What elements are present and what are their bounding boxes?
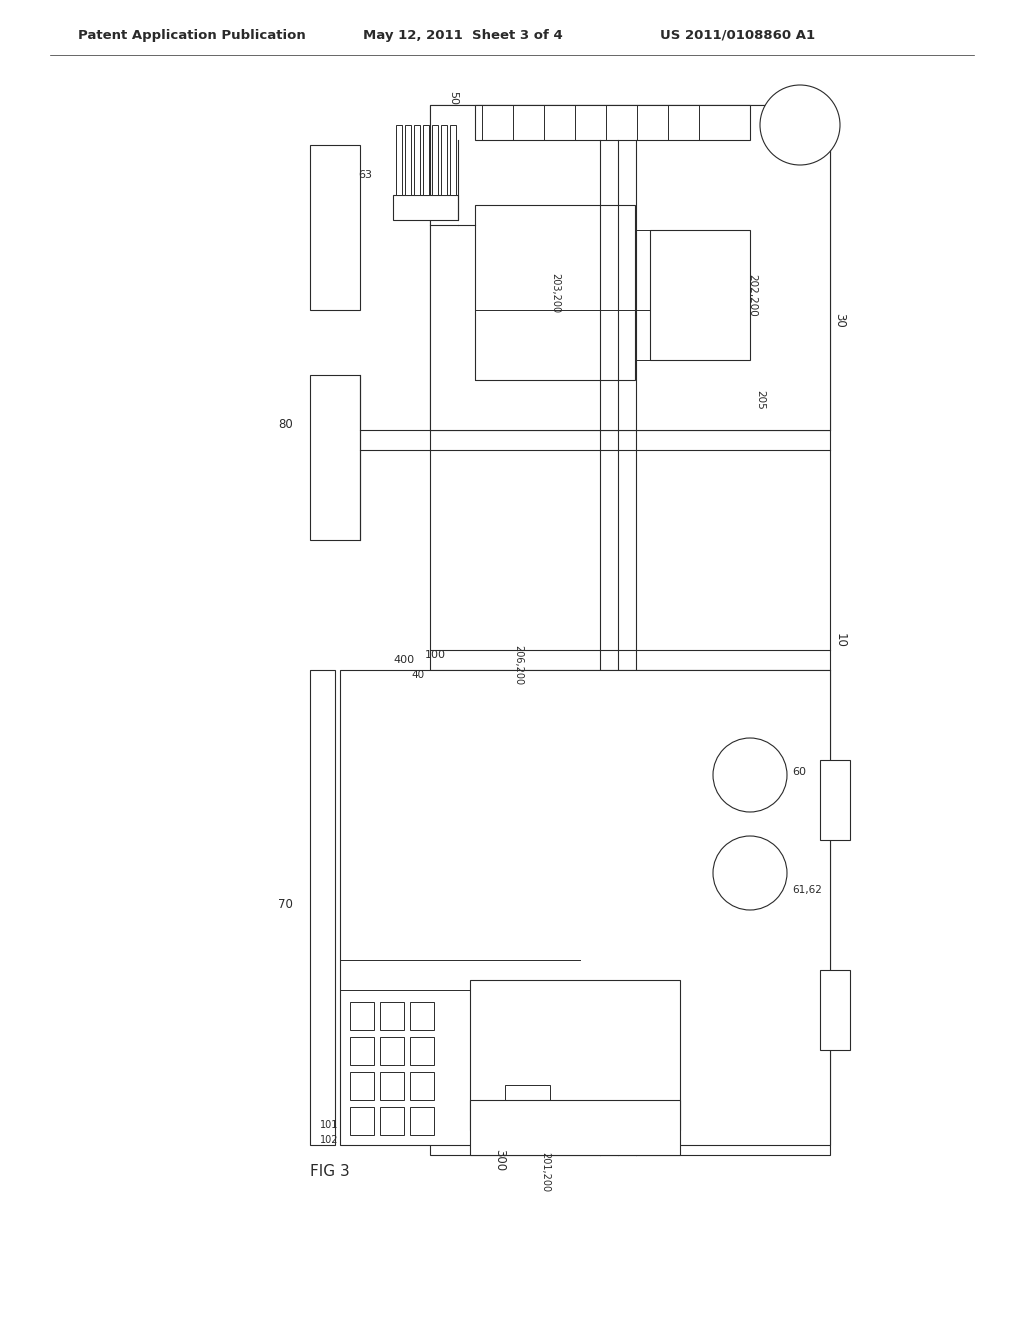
- Text: 100: 100: [425, 649, 445, 660]
- Bar: [414, 125, 420, 195]
- Circle shape: [713, 738, 787, 812]
- Bar: [380, 1072, 404, 1100]
- Text: Patent Application Publication: Patent Application Publication: [78, 29, 306, 41]
- Circle shape: [760, 84, 840, 165]
- Text: 101: 101: [319, 1119, 338, 1130]
- Text: 102: 102: [319, 1135, 338, 1144]
- Text: 30: 30: [834, 313, 847, 327]
- Bar: [430, 106, 830, 1155]
- Bar: [475, 106, 750, 140]
- Text: 50: 50: [449, 91, 458, 106]
- Text: 205: 205: [755, 391, 765, 411]
- Bar: [350, 1072, 374, 1100]
- Text: 201,200: 201,200: [540, 1152, 550, 1192]
- Bar: [820, 760, 850, 840]
- Text: 206,200: 206,200: [513, 645, 523, 685]
- Text: 61,62: 61,62: [792, 884, 822, 895]
- Bar: [350, 1107, 374, 1135]
- Bar: [393, 195, 458, 220]
- Bar: [310, 671, 335, 1144]
- Text: 203,200: 203,200: [550, 273, 560, 313]
- Text: US 2011/0108860 A1: US 2011/0108860 A1: [660, 29, 815, 41]
- Bar: [410, 1107, 434, 1135]
- Bar: [450, 125, 456, 195]
- Text: 202,200: 202,200: [746, 273, 757, 317]
- Bar: [470, 1100, 680, 1155]
- Bar: [432, 125, 438, 195]
- Bar: [470, 979, 680, 1130]
- Bar: [380, 1107, 404, 1135]
- Bar: [650, 230, 750, 360]
- Text: 70: 70: [279, 899, 293, 912]
- Bar: [406, 125, 411, 195]
- Bar: [380, 1038, 404, 1065]
- Text: 10: 10: [834, 632, 847, 647]
- Circle shape: [713, 836, 787, 909]
- Bar: [410, 1038, 434, 1065]
- Bar: [350, 1002, 374, 1030]
- Bar: [475, 205, 635, 380]
- Bar: [410, 1072, 434, 1100]
- Bar: [410, 1002, 434, 1030]
- Bar: [441, 125, 447, 195]
- Bar: [380, 1002, 404, 1030]
- Bar: [396, 125, 402, 195]
- Bar: [340, 671, 830, 1144]
- Bar: [423, 125, 429, 195]
- Text: FIG 3: FIG 3: [310, 1164, 350, 1180]
- Text: 400: 400: [394, 655, 415, 665]
- Bar: [350, 1038, 374, 1065]
- Bar: [430, 106, 830, 430]
- Bar: [310, 375, 360, 540]
- Bar: [310, 145, 360, 310]
- Text: 300: 300: [494, 1148, 507, 1171]
- Text: 60: 60: [792, 767, 806, 777]
- Text: 63: 63: [358, 170, 372, 180]
- Bar: [505, 1085, 550, 1119]
- Text: 40: 40: [412, 671, 425, 680]
- Text: May 12, 2011  Sheet 3 of 4: May 12, 2011 Sheet 3 of 4: [362, 29, 563, 41]
- Bar: [820, 970, 850, 1049]
- Text: 80: 80: [279, 418, 293, 432]
